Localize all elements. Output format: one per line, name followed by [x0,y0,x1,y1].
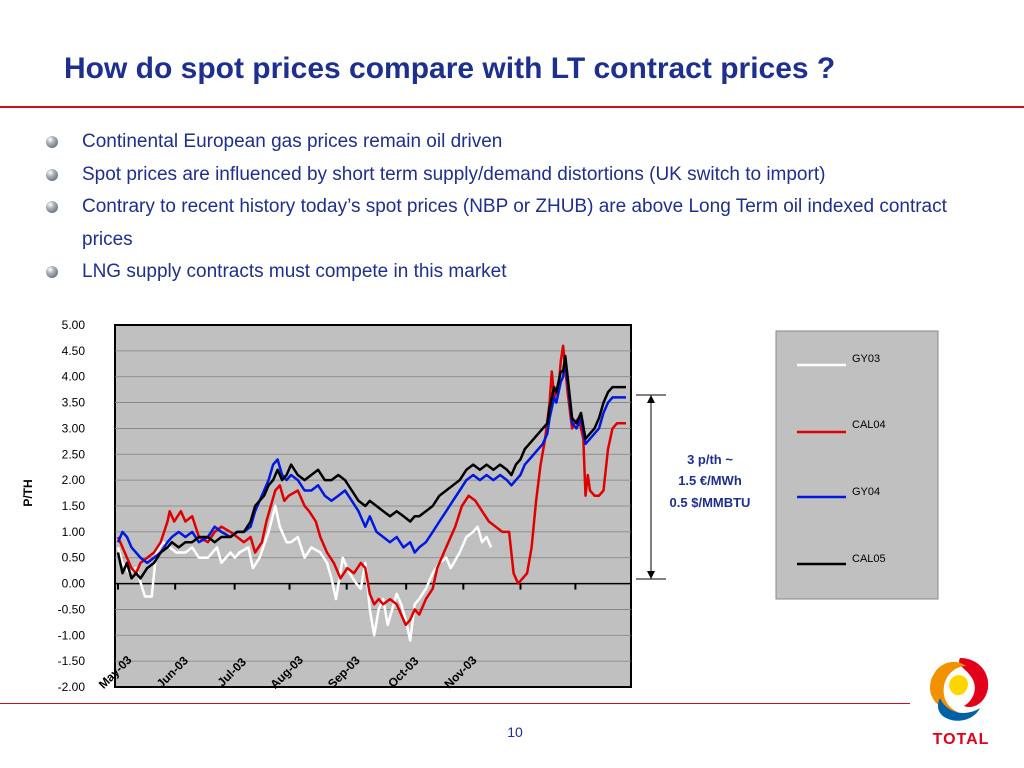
legend: GY03 CAL04 GY04 CAL05 [775,330,939,600]
y-tick-label: 2.00 [62,473,86,487]
y-axis-label: P/TH [21,479,35,506]
y-tick-label: -1.00 [58,628,86,642]
bullet-text: Continental European gas prices remain o… [82,131,503,152]
annotation-line-1: 3 p/th ~ [687,452,733,467]
arrow-down-icon [647,571,655,579]
y-tick-label: -0.50 [58,602,86,616]
y-tick-label: 0.00 [62,577,86,591]
y-tick-label: 4.00 [62,370,86,384]
y-tick-labels: 5.00 4.50 4.00 3.50 3.00 2.50 2.00 1.50 1.00 0.50… [58,318,86,694]
legend-label-cal05: CAL05 [852,553,886,565]
annotation-line-3: 0.5 $/MMBTU [670,495,751,510]
annotation-line-2: 1.5 €/MWh [678,473,742,488]
logo-text: TOTAL [933,731,990,748]
bullet-item: Spot prices are influenced by short term… [46,159,996,192]
total-logo: TOTAL [930,658,990,748]
bullet-list: Continental European gas prices remain o… [46,126,996,289]
footer-divider [0,703,910,704]
total-logo-icon [930,658,989,721]
y-tick-label: -2.00 [58,680,86,694]
legend-box [775,330,939,600]
series-line-cal04 [116,344,626,627]
series-line-gy04 [116,359,626,565]
bullet-item: Continental European gas prices remain o… [46,126,996,159]
legend-label-cal04: CAL04 [852,419,886,431]
bullet-icon [46,201,58,213]
title-divider [0,106,1024,108]
page-number: 10 [507,724,523,740]
y-tick-label: 2.50 [62,447,86,461]
y-tick-label: -1.50 [58,654,86,668]
bullet-icon [46,168,58,181]
y-tick-label: 3.00 [62,421,86,435]
bullet-icon [46,266,58,278]
bullet-icon [46,136,58,148]
y-tick-label: 1.50 [62,499,86,513]
arrow-up-icon [647,395,655,403]
series-lines [116,344,626,642]
x-axis [115,582,631,590]
y-tick-label: 1.00 [62,525,86,539]
price-chart: 5.00 4.50 4.00 3.50 3.00 2.50 2.00 1.50 1.00 0.50… [21,318,939,694]
y-tick-label: 4.50 [62,344,86,358]
bullet-text: Contrary to recent history today’s spot … [82,196,947,250]
spread-annotation: 3 p/th ~ 1.5 €/MWh 0.5 $/MMBTU [636,394,751,580]
series-line-cal05 [116,354,626,580]
bullet-item: LNG supply contracts must compete in thi… [46,256,996,289]
bullet-text: LNG supply contracts must compete in thi… [82,261,507,282]
legend-label-gy04: GY04 [852,486,880,498]
bullet-item: Contrary to recent history today’s spot … [46,191,996,256]
y-tick-label: 3.50 [62,396,86,410]
legend-label-gy03: GY03 [852,353,880,365]
y-tick-label: 0.50 [62,551,86,565]
slide-title: How do spot prices compare with LT contr… [64,52,836,85]
series-line-gy03 [116,504,493,642]
y-tick-label: 5.00 [62,318,86,332]
bullet-text: Spot prices are influenced by short term… [82,163,826,185]
